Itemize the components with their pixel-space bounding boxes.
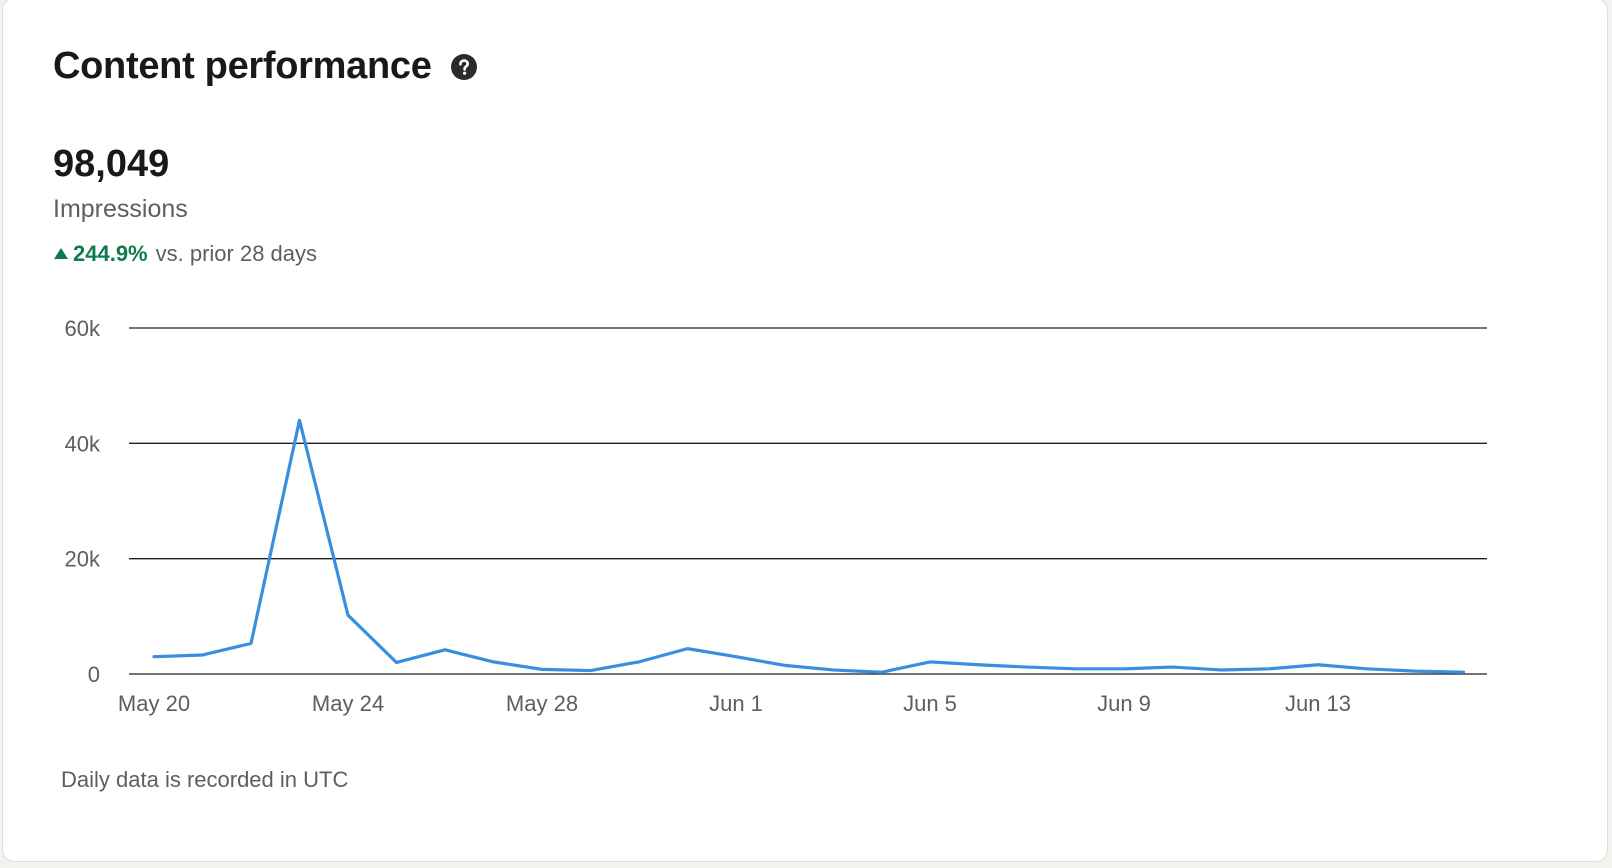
x-tick-label: May 24	[312, 691, 384, 716]
x-tick-label: Jun 13	[1285, 691, 1351, 716]
impressions-line-chart: 0 20k 40k 60k May 20 May 24 May 28 Jun 1 Jun 5 Ju…	[65, 316, 1487, 716]
impressions-series-line	[152, 418, 1466, 674]
x-tick-label: May 28	[506, 691, 578, 716]
change-row: 244.9% vs. prior 28 days	[53, 241, 317, 267]
card-title: Content performance	[53, 45, 432, 87]
x-tick-label: Jun 9	[1097, 691, 1151, 716]
y-tick-label: 20k	[65, 547, 101, 572]
x-tick-label: Jun 1	[709, 691, 763, 716]
impressions-label: Impressions	[53, 195, 188, 223]
y-tick-label: 60k	[65, 316, 101, 341]
impressions-value: 98,049	[53, 143, 170, 185]
change-comparison-note: vs. prior 28 days	[155, 241, 318, 266]
x-tick-label: Jun 5	[903, 691, 957, 716]
triangle-up-icon	[54, 248, 68, 259]
title-row: Content performance	[53, 45, 478, 88]
help-circle-icon[interactable]	[450, 53, 478, 81]
change-percentage: 244.9%	[73, 241, 148, 266]
y-tick-label: 40k	[65, 431, 101, 456]
y-tick-label: 0	[88, 662, 100, 687]
utc-footnote: Daily data is recorded in UTC	[61, 767, 349, 792]
x-tick-label: May 20	[118, 691, 190, 716]
